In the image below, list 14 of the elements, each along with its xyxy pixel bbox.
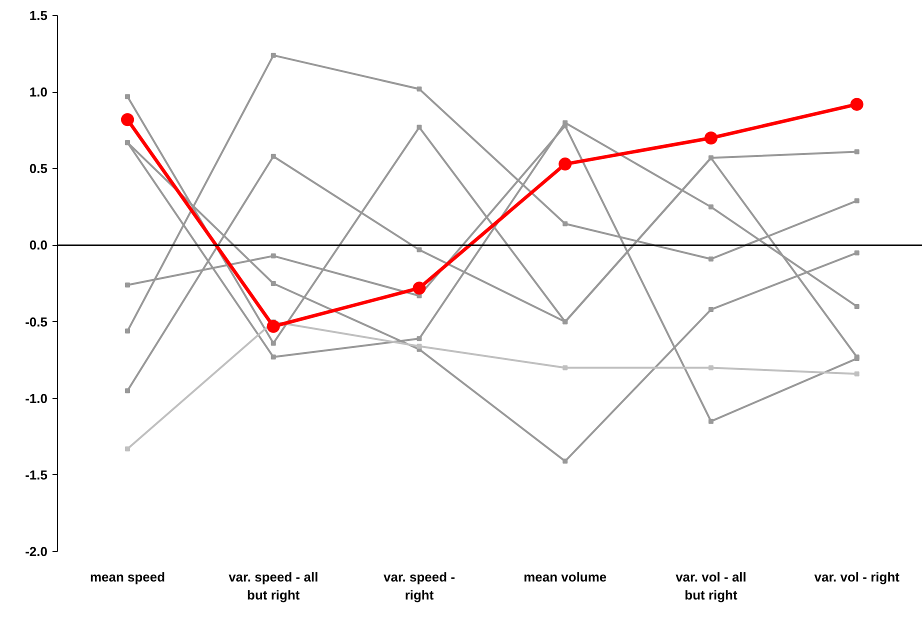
x-tick-label: var. speed - all but right (228, 570, 318, 602)
x-tick-label: var. vol - right (814, 570, 900, 584)
y-tick-label: 0.5 (29, 161, 48, 176)
y-tick-label: -2.0 (25, 544, 48, 559)
y-tick-label: -0.5 (25, 314, 48, 330)
y-tick-label: 1.0 (29, 84, 48, 100)
y-tick-label: -1.5 (25, 467, 48, 482)
y-tick-label: -1.0 (25, 390, 48, 406)
x-tick-label: var. vol - all but right (676, 570, 746, 602)
x-tick-label: var. speed - right (383, 570, 456, 602)
y-tick-label: 1.5 (29, 8, 48, 23)
y-tick-label: 0.0 (29, 238, 48, 253)
x-tick-label: mean speed (90, 570, 166, 584)
x-tick-label: mean volume (524, 570, 607, 584)
